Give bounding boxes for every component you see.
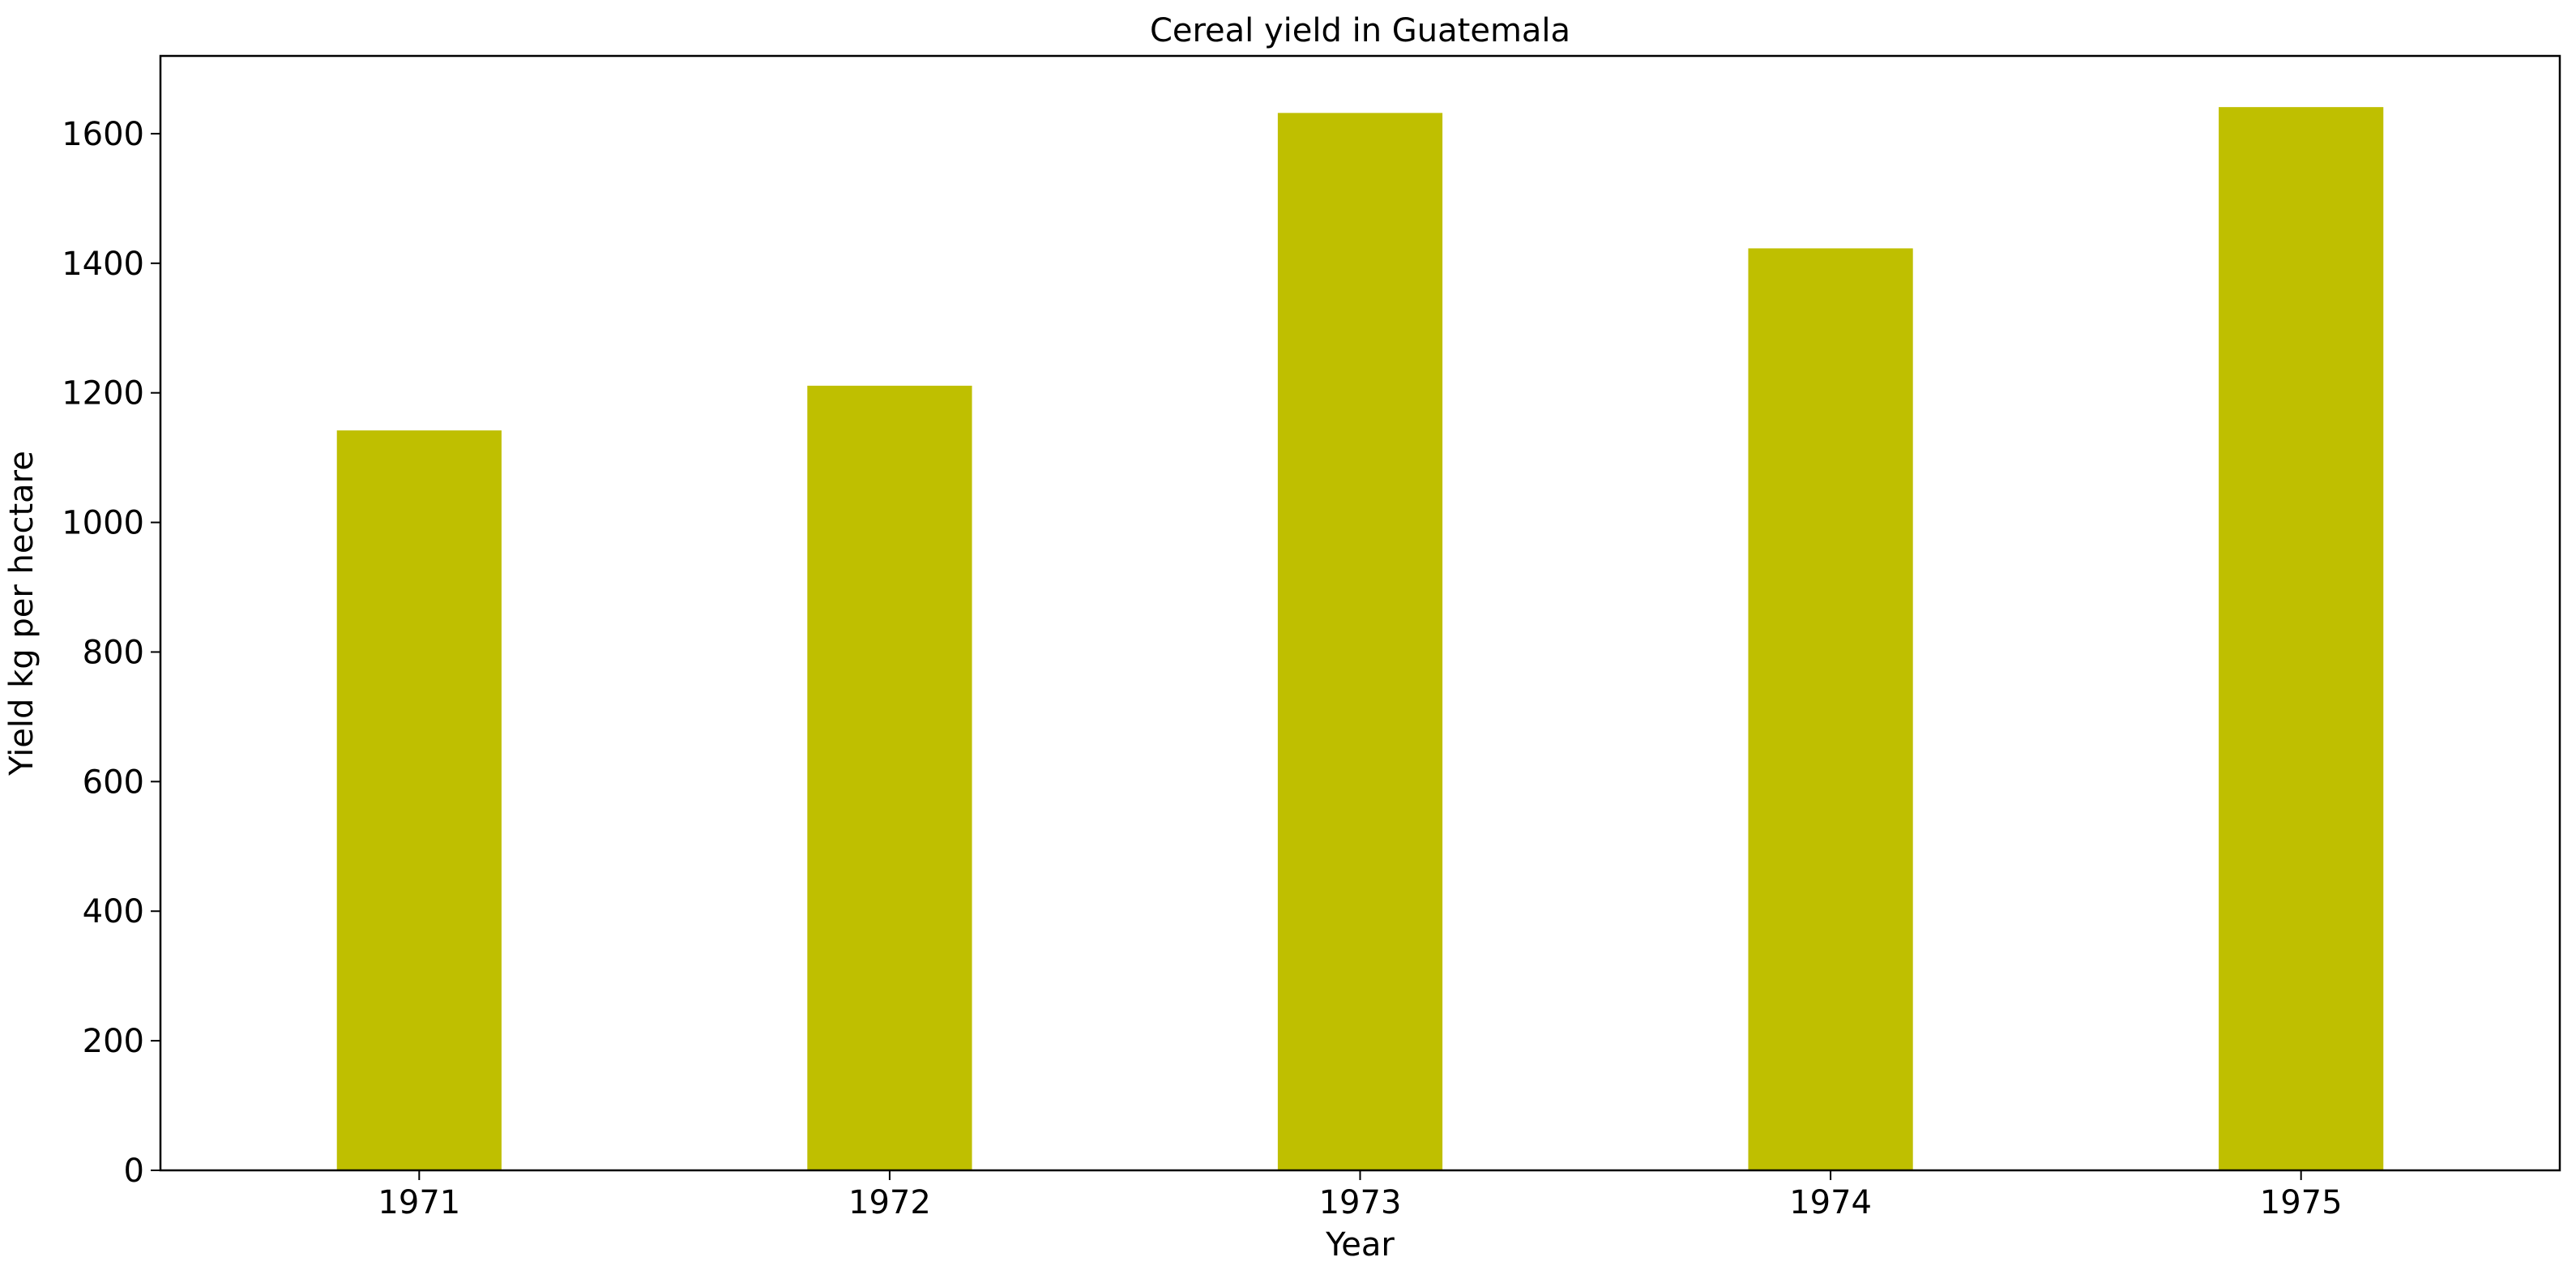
bar-1971 (336, 430, 502, 1170)
y-tick-label: 0 (124, 1153, 144, 1190)
bars-group (336, 107, 2384, 1171)
x-axis-label: Year (1325, 1226, 1395, 1264)
y-tick-label: 1200 (62, 375, 144, 413)
y-axis-label: Yield kg per hectare (3, 451, 41, 776)
y-tick-label: 1400 (62, 246, 144, 283)
y-tick-label: 1000 (62, 505, 144, 542)
x-tick-label: 1975 (2260, 1184, 2343, 1221)
x-axis: 1971 1972 1973 1974 1975 (378, 1170, 2343, 1221)
x-tick-label: 1973 (1319, 1184, 1402, 1221)
plot-frame (159, 54, 2561, 1172)
y-tick-label: 200 (83, 1023, 144, 1060)
bar-1973 (1277, 113, 1443, 1170)
y-axis: 0 200 400 600 800 1000 1200 1400 1600 (62, 116, 160, 1190)
x-tick-label: 1971 (378, 1184, 460, 1221)
chart-title: Cereal yield in Guatemala (1150, 12, 1570, 49)
bar-1972 (807, 385, 972, 1171)
x-tick-label: 1974 (1789, 1184, 1872, 1221)
y-tick-label: 800 (83, 634, 144, 671)
y-tick-label: 600 (83, 763, 144, 801)
bar-1974 (1748, 248, 1913, 1170)
y-tick-label: 400 (83, 893, 144, 930)
x-tick-label: 1972 (848, 1184, 931, 1221)
y-tick-label: 1600 (62, 116, 144, 153)
bar-1975 (2219, 107, 2384, 1171)
